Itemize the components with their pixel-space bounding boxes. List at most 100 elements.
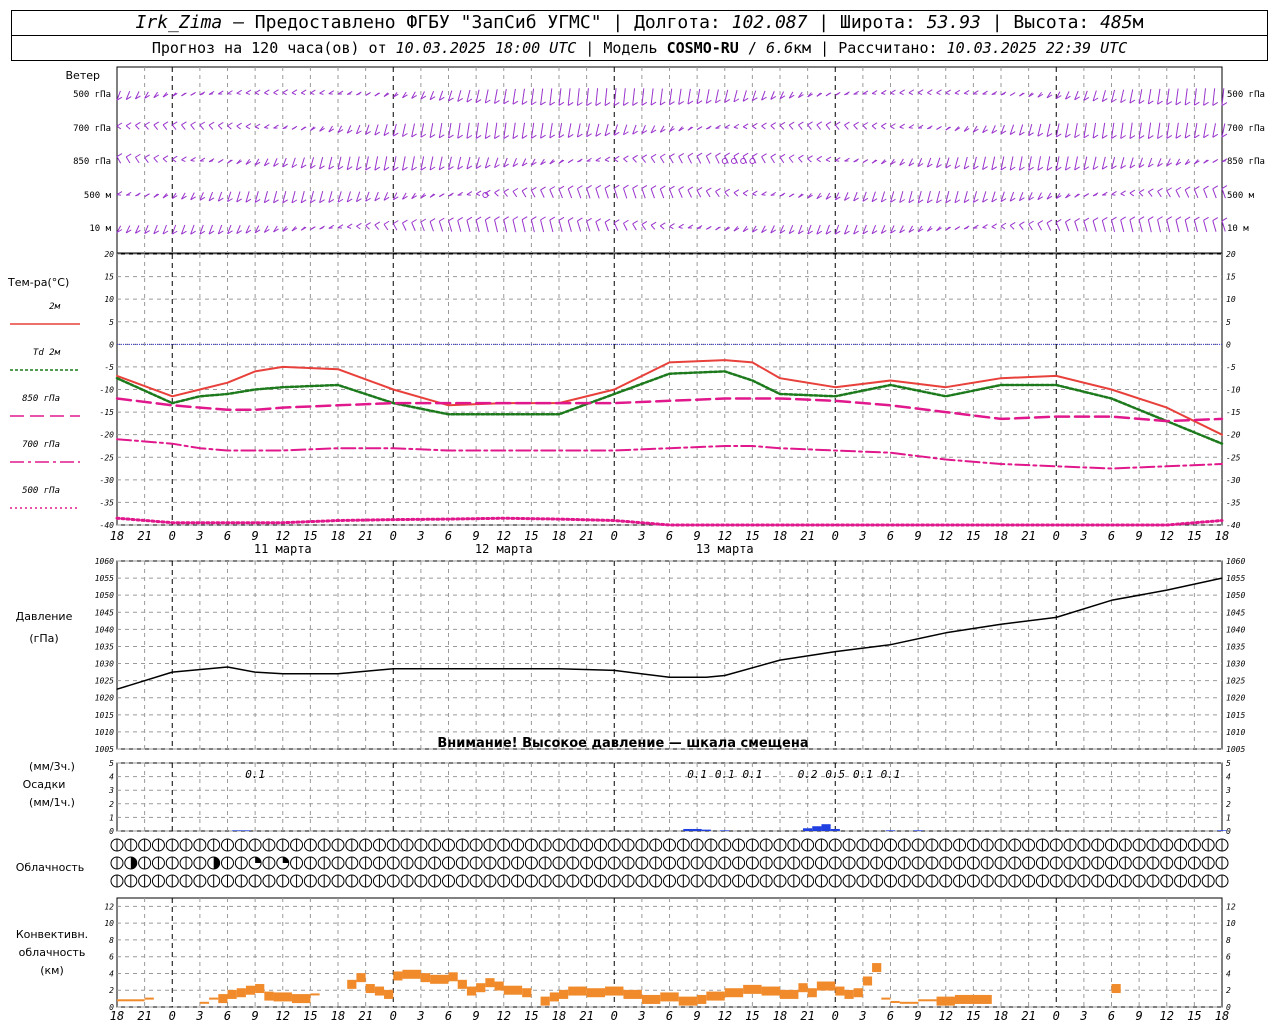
wind-barb	[724, 89, 729, 103]
wind-barb-flag	[816, 155, 823, 160]
wind-barb-flag	[125, 229, 132, 234]
cloud-symbol	[580, 874, 594, 888]
wind-barb	[328, 125, 333, 133]
wind-barb-flag	[429, 166, 436, 171]
wind-barb	[1101, 122, 1106, 139]
wind-barb-flag	[227, 198, 233, 203]
temp-time-label: 21	[800, 529, 814, 543]
cloud-symbol	[110, 856, 124, 870]
cloud-symbol	[262, 874, 276, 888]
wind-barb-flag	[264, 229, 270, 233]
wind-calm-circle	[740, 158, 747, 164]
wind-barb-flag	[1019, 166, 1025, 171]
convective-bar	[374, 986, 385, 996]
wind-barb-flag	[1055, 166, 1062, 171]
wind-barb-flag	[982, 90, 988, 95]
wind-barb-flag	[853, 197, 859, 202]
wind-barb-flag	[881, 230, 887, 234]
cloud-symbol	[966, 874, 980, 888]
wind-barb	[1175, 88, 1179, 105]
convective-bar	[503, 985, 523, 995]
convective-time-label: 0	[832, 1009, 839, 1023]
wind-barb	[825, 192, 831, 200]
cloud-symbol	[801, 874, 815, 888]
convective-bar	[522, 988, 532, 998]
wind-barb	[475, 89, 480, 103]
wind-barb-flag	[457, 217, 463, 221]
wind-barb	[567, 188, 573, 199]
cloud-symbol	[317, 874, 331, 888]
wind-barb-flag	[1009, 197, 1016, 202]
pressure-tick-left: 1050	[95, 591, 114, 600]
wind-barb	[144, 91, 149, 99]
wind-barb	[549, 189, 554, 198]
wind-barb-flag	[1157, 163, 1163, 167]
cloud-symbol	[593, 874, 607, 888]
cloud-symbol	[221, 874, 234, 888]
wind-barb-flag	[641, 101, 648, 106]
wind-barb-flag	[208, 90, 215, 95]
convective-time-label: 6	[666, 1009, 673, 1023]
convective-time-label: 15	[303, 1009, 317, 1023]
temp-legend-label: 500 гПа	[22, 486, 60, 496]
wind-barb	[1092, 156, 1097, 170]
wind-barb	[991, 125, 996, 134]
cloud-symbol	[911, 856, 925, 870]
wind-barb	[890, 225, 895, 234]
wind-barb-flag	[558, 101, 565, 106]
wind-barb-flag	[1194, 216, 1200, 221]
cloud-symbol	[151, 874, 165, 888]
wind-barb-flag	[429, 193, 436, 198]
wind-barb-flag	[613, 102, 620, 106]
temp-time-label: 18	[773, 529, 787, 543]
wind-barb-flag	[1055, 195, 1062, 199]
cloud-symbol	[317, 838, 331, 852]
cloud-symbol	[179, 856, 193, 870]
cloud-symbol	[1049, 856, 1063, 870]
wind-barb	[604, 221, 609, 232]
wind-barb	[1221, 123, 1226, 138]
wind-barb-flag	[236, 89, 242, 94]
cloud-symbol	[787, 856, 801, 870]
wind-barb-flag	[402, 195, 408, 200]
wind-barb	[254, 191, 259, 203]
wind-barb-flag	[779, 192, 786, 197]
wind-barb-flag	[171, 93, 178, 97]
wind-barb	[1138, 89, 1143, 104]
cloud-symbol	[814, 838, 828, 852]
cloud-symbol	[428, 856, 442, 870]
cloud-symbol	[635, 856, 649, 870]
cloud-symbol	[1035, 856, 1049, 870]
wind-barb-flag	[356, 198, 362, 203]
wind-barb-flag	[567, 185, 574, 190]
wind-barb-flag	[383, 132, 390, 136]
cloud-quarter-fill	[282, 857, 289, 863]
wind-barb	[411, 123, 415, 138]
convective-time-label: 9	[1136, 1009, 1143, 1023]
wind-barb-flag	[954, 199, 961, 204]
wind-barb-flag	[945, 226, 952, 231]
wind-barb-flag	[927, 199, 933, 204]
convective-bar	[899, 1001, 919, 1004]
wind-barb	[144, 157, 149, 163]
wind-barb	[346, 191, 351, 203]
wind-barb	[659, 125, 665, 133]
cloud-symbol	[511, 856, 525, 870]
wind-barb-flag	[1065, 95, 1071, 100]
convective-bar	[697, 994, 707, 1004]
wind-barb	[540, 219, 545, 233]
wind-barb	[1009, 191, 1015, 202]
wind-barb-flag	[549, 101, 556, 106]
wind-barb-flag	[227, 90, 233, 95]
wind-barb-flag	[411, 195, 417, 200]
convective-time-label: 18	[994, 1009, 1008, 1023]
wind-barb	[1074, 90, 1079, 100]
precip-tick-left: 0	[109, 827, 114, 836]
convective-bar	[586, 988, 606, 998]
wind-barb	[595, 88, 599, 106]
wind-barb-flag	[696, 100, 703, 105]
cloud-symbol	[1160, 856, 1174, 870]
wind-barb	[862, 191, 867, 202]
cloud-symbol	[372, 856, 386, 870]
wind-barb-flag	[733, 98, 740, 103]
